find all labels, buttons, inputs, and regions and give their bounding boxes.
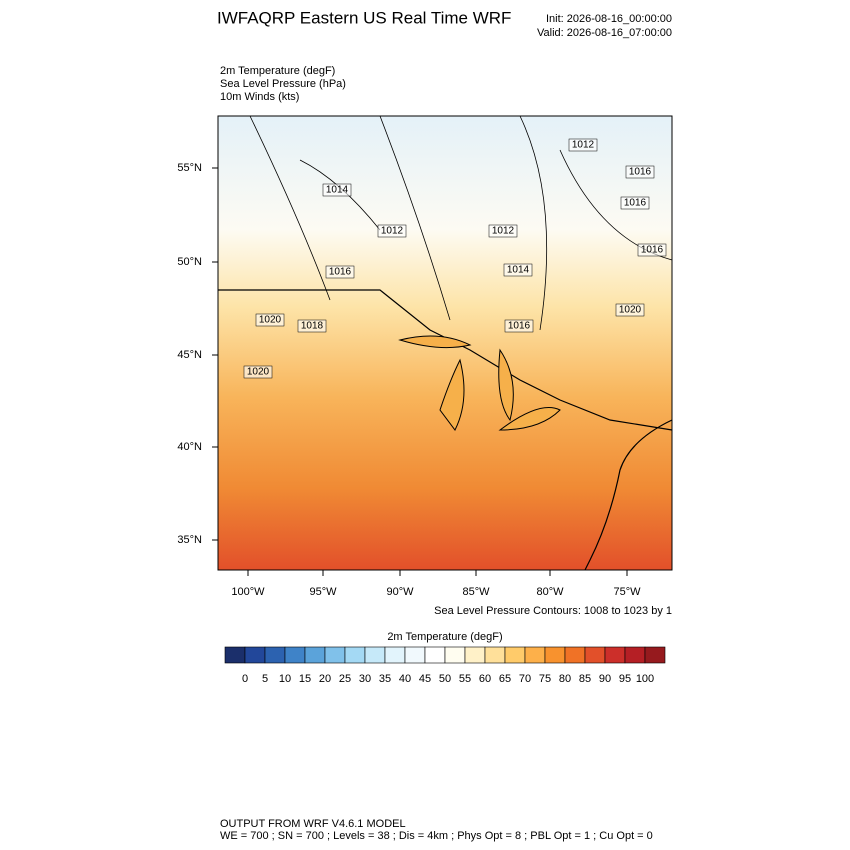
- colorbar-swatch: [524, 646, 546, 664]
- colorbar-swatch: [604, 646, 626, 664]
- contour-label-box: [255, 313, 285, 327]
- colorbar-swatch: [584, 646, 606, 664]
- colorbar-swatch: [224, 646, 246, 664]
- coastline: [584, 419, 673, 571]
- contour-label-box: [325, 265, 355, 279]
- footer-line: OUTPUT FROM WRF V4.6.1 MODEL: [220, 818, 406, 830]
- field-label: Sea Level Pressure (hPa): [220, 78, 346, 90]
- contour-label: 1016: [508, 321, 531, 332]
- lat-label: 35°N: [177, 534, 202, 546]
- contour-label-box: [243, 365, 273, 379]
- colorbar-label: 20: [319, 673, 331, 685]
- colorbar-swatch: [424, 646, 446, 664]
- contour-label: 1016: [624, 198, 647, 209]
- contour-label-box: [297, 319, 327, 333]
- contour-label: 1016: [329, 267, 352, 278]
- contour-label-box: [488, 224, 518, 238]
- contour-label-box: [503, 263, 533, 277]
- colorbar-swatch: [464, 646, 486, 664]
- contour-label: 1014: [507, 265, 530, 276]
- init-time: Init: 2026-08-16_00:00:00: [546, 13, 672, 25]
- contour-label-box: [615, 303, 645, 317]
- colorbar-swatch: [504, 646, 526, 664]
- map-area: [217, 115, 673, 571]
- contour-label-box: [322, 183, 352, 197]
- contour-label-box: [625, 165, 655, 179]
- colorbar-label: 80: [559, 673, 571, 685]
- border: [218, 289, 673, 431]
- contour-label: 1020: [247, 367, 270, 378]
- colorbar-label: 65: [499, 673, 511, 685]
- colorbar-swatch: [564, 646, 586, 664]
- colorbar-swatch: [244, 646, 266, 664]
- colorbar-label: 0: [242, 673, 248, 685]
- contour-note: Sea Level Pressure Contours: 1008 to 102…: [434, 605, 672, 617]
- colorbar-label: 95: [619, 673, 631, 685]
- great-lakes: [398, 335, 561, 431]
- colorbar-label: 60: [479, 673, 491, 685]
- colorbar-title: 2m Temperature (degF): [387, 631, 502, 643]
- colorbar-label: 75: [539, 673, 551, 685]
- contour-label-box: [620, 196, 650, 210]
- colorbar-swatch: [284, 646, 306, 664]
- pressure-contour: [249, 115, 673, 331]
- colorbar-swatch: [624, 646, 646, 664]
- map-frame: [217, 115, 673, 571]
- colorbar-swatch: [324, 646, 346, 664]
- contour-label: 1018: [301, 321, 324, 332]
- lon-label: 85°W: [462, 586, 490, 598]
- lon-label: 100°W: [231, 586, 265, 598]
- colorbar-swatch: [384, 646, 406, 664]
- colorbar-label: 100: [636, 673, 654, 685]
- colorbar-label: 90: [599, 673, 611, 685]
- colorbar-swatch: [404, 646, 426, 664]
- colorbar-label: 35: [379, 673, 391, 685]
- field-label: 2m Temperature (degF): [220, 65, 335, 77]
- colorbar-label: 40: [399, 673, 411, 685]
- footer-line: WE = 700 ; SN = 700 ; Levels = 38 ; Dis …: [220, 830, 653, 842]
- colorbar-swatch: [644, 646, 666, 664]
- colorbar-label: 5: [262, 673, 268, 685]
- contour-label: 1012: [381, 226, 404, 237]
- title: IWFAQRP Eastern US Real Time WRF: [217, 8, 511, 27]
- lat-label: 50°N: [177, 256, 202, 268]
- contour-label-box: [637, 243, 667, 257]
- colorbar-label: 55: [459, 673, 471, 685]
- colorbar-swatch: [444, 646, 466, 664]
- colorbar-label: 85: [579, 673, 591, 685]
- colorbar-label: 10: [279, 673, 291, 685]
- lat-label: 40°N: [177, 441, 202, 453]
- colorbar-swatch: [484, 646, 506, 664]
- contour-label: 1012: [572, 140, 595, 151]
- colorbar-label: 15: [299, 673, 311, 685]
- contour-label: 1016: [629, 167, 652, 178]
- contour-label-box: [377, 224, 407, 238]
- contour-label: 1016: [641, 245, 664, 256]
- contour-label: 1014: [326, 185, 349, 196]
- colorbar-swatch: [304, 646, 326, 664]
- colorbar-swatch: [344, 646, 366, 664]
- lon-label: 95°W: [309, 586, 337, 598]
- lon-label: 90°W: [386, 586, 414, 598]
- colorbar-swatch: [544, 646, 566, 664]
- colorbar-label: 70: [519, 673, 531, 685]
- contour-label-box: [504, 319, 534, 333]
- colorbar-swatch: [264, 646, 286, 664]
- colorbar-label: 30: [359, 673, 371, 685]
- contour-label: 1020: [619, 305, 642, 316]
- valid-time: Valid: 2026-08-16_07:00:00: [537, 27, 672, 39]
- colorbar-label: 50: [439, 673, 451, 685]
- contour-label-box: [568, 138, 598, 152]
- contour-label: 1020: [259, 315, 282, 326]
- colorbar-label: 45: [419, 673, 431, 685]
- lon-label: 80°W: [536, 586, 564, 598]
- lat-label: 55°N: [177, 162, 202, 174]
- colorbar-label: 25: [339, 673, 351, 685]
- contour-label: 1012: [492, 226, 515, 237]
- lat-label: 45°N: [177, 349, 202, 361]
- field-label: 10m Winds (kts): [220, 91, 299, 103]
- lon-label: 75°W: [613, 586, 641, 598]
- colorbar-swatch: [364, 646, 386, 664]
